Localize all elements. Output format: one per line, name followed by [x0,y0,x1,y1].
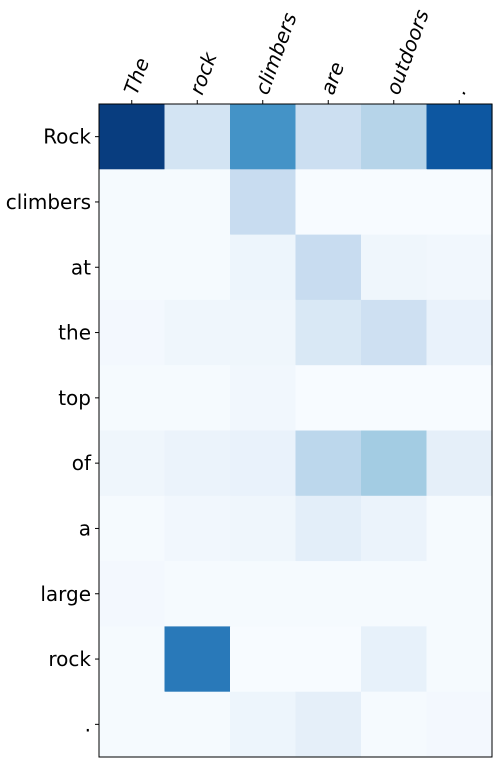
heatmap-cell [99,104,166,170]
heatmap-cell [361,561,428,627]
heatmap-cell [164,234,231,301]
heatmap-cell [164,104,231,170]
heatmap-cell [426,299,493,366]
heatmap-cell [230,365,297,432]
heatmap-cell [426,561,493,627]
heatmap-cell [361,626,428,693]
heatmap-cell [164,169,231,236]
heatmap-cell [164,430,231,497]
heatmap-cell [230,626,297,693]
x-tick-label: outdoors [381,6,434,97]
heatmap-cell [426,365,493,432]
heatmap-cell [426,691,493,758]
x-tick-label: The [119,55,154,98]
heatmap-cell [99,169,166,236]
heatmap-cell [99,495,166,562]
y-tick-label: Rock [43,125,91,149]
heatmap-cell [230,495,297,562]
heatmap-cell [361,299,428,366]
heatmap-cell [361,691,428,758]
heatmap-cell [230,299,297,366]
heatmap-cell [230,104,297,170]
heatmap-cell [295,691,362,758]
y-tick-label: at [71,255,91,279]
heatmap-cell [361,234,428,301]
x-tick-label: are [315,59,349,98]
y-tick-label: large [40,582,91,606]
heatmap-cell [164,561,231,627]
heatmap-cell [426,495,493,562]
heatmap-cell [99,234,166,301]
y-axis-ticks: Rock climbers at the top of a large rock. [6,125,99,736]
heatmap-cell [361,104,428,170]
heatmap-cell [295,365,362,432]
heatmap-cell [164,365,231,432]
heatmap-cell [99,365,166,432]
heatmap-cell [426,104,493,170]
heatmap-cell [99,691,166,758]
heatmap-cell [426,430,493,497]
heatmap-cell [99,299,166,366]
heatmap-cell [295,626,362,693]
heatmap-cell [230,169,297,236]
heatmap-cell [164,691,231,758]
plot-frame [98,103,493,758]
heatmap-cell [295,234,362,301]
y-tick-label: top [58,386,91,410]
heatmap-cell [99,430,166,497]
x-tick-label: climbers [250,9,302,97]
heatmap-cell [164,299,231,366]
x-tick-label: . [446,84,471,98]
heatmap-cell [361,495,428,562]
heatmap-cell [230,561,297,627]
heatmap-cell [295,169,362,236]
heatmap-cell [426,234,493,301]
heatmap-cell [361,430,428,497]
y-tick-label: a [79,516,91,540]
heatmap-cell [99,626,166,693]
heatmap-cell [426,169,493,236]
heatmap-cell [295,299,362,366]
heatmap-cells [99,104,493,758]
heatmap-cell [164,626,231,693]
heatmap-cell [361,365,428,432]
heatmap-cell [99,561,166,627]
heatmap-cell [295,495,362,562]
y-tick-label: . [85,712,91,736]
heatmap-cell [361,169,428,236]
y-tick-label: climbers [6,190,91,214]
heatmap-cell [295,561,362,627]
heatmap-cell [230,691,297,758]
heatmap-cell [164,495,231,562]
heatmap-cell [230,430,297,497]
y-tick-label: of [72,451,92,475]
heatmap-cell [230,234,297,301]
heatmap-cell [295,430,362,497]
y-tick-label: the [58,321,91,345]
heatmap-cell [295,104,362,170]
heatmap-cell [426,626,493,693]
x-tick-label: rock [184,48,222,98]
x-axis-ticks: The rock climbers are outdoors. [119,6,471,104]
y-tick-label: rock [48,647,91,671]
